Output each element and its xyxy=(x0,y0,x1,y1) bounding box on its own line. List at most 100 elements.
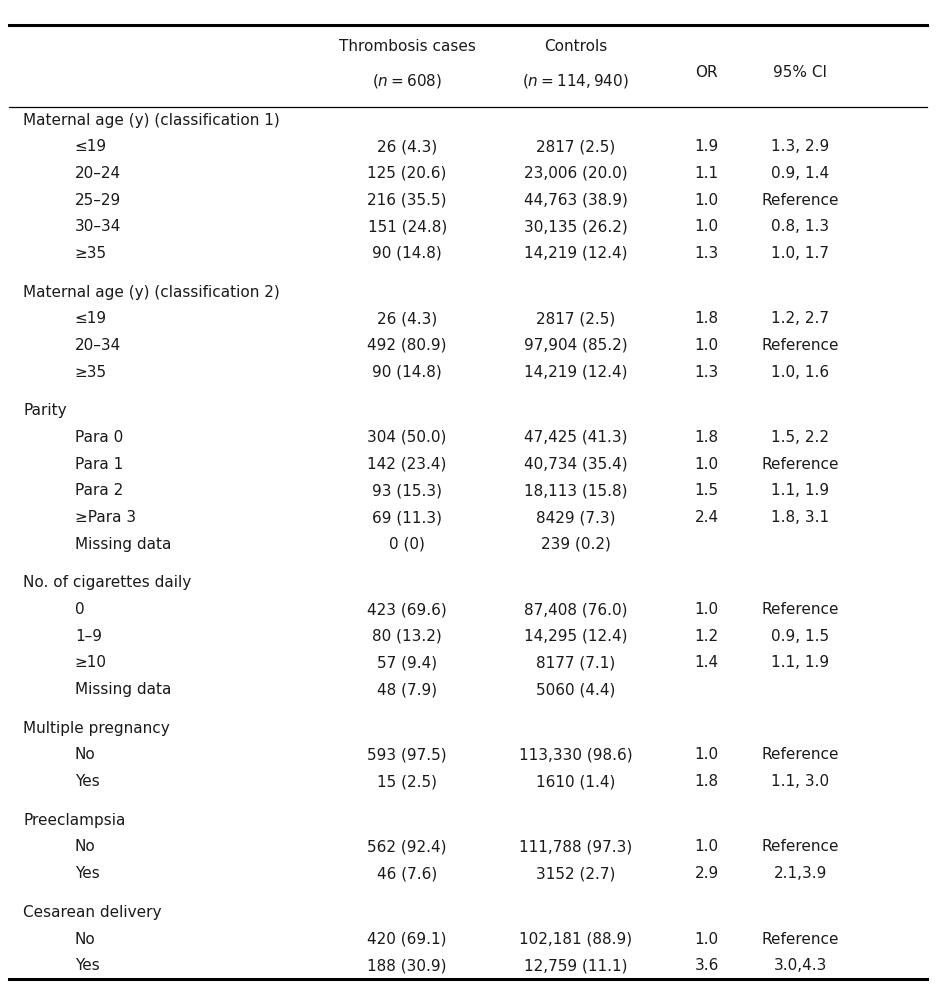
Text: OR: OR xyxy=(695,65,718,81)
Text: 1.0: 1.0 xyxy=(695,839,719,854)
Text: 1.8: 1.8 xyxy=(695,430,719,445)
Text: 420 (69.1): 420 (69.1) xyxy=(368,931,446,946)
Text: 26 (4.3): 26 (4.3) xyxy=(377,140,437,155)
Text: 423 (69.6): 423 (69.6) xyxy=(367,602,447,617)
Text: Controls: Controls xyxy=(544,39,607,55)
Text: 1.8, 3.1: 1.8, 3.1 xyxy=(771,510,829,525)
Text: 40,734 (35.4): 40,734 (35.4) xyxy=(524,457,627,472)
Text: 2.9: 2.9 xyxy=(695,866,719,881)
Text: 1.3, 2.9: 1.3, 2.9 xyxy=(771,140,829,155)
Text: 1.0, 1.6: 1.0, 1.6 xyxy=(771,365,829,380)
Text: 69 (11.3): 69 (11.3) xyxy=(373,510,442,525)
Text: Reference: Reference xyxy=(762,338,839,353)
Text: 93 (15.3): 93 (15.3) xyxy=(373,484,442,498)
Text: 8429 (7.3): 8429 (7.3) xyxy=(536,510,615,525)
Text: 14,219 (12.4): 14,219 (12.4) xyxy=(524,246,627,261)
Text: 90 (14.8): 90 (14.8) xyxy=(373,365,442,380)
Text: 304 (50.0): 304 (50.0) xyxy=(368,430,446,445)
Text: 1.4: 1.4 xyxy=(695,655,719,670)
Text: 14,219 (12.4): 14,219 (12.4) xyxy=(524,365,627,380)
Text: Cesarean delivery: Cesarean delivery xyxy=(23,905,162,920)
Text: 1.1, 1.9: 1.1, 1.9 xyxy=(771,484,829,498)
Text: 1610 (1.4): 1610 (1.4) xyxy=(536,774,615,790)
Text: 1.0: 1.0 xyxy=(695,748,719,763)
Text: ≥10: ≥10 xyxy=(75,655,107,670)
Text: ≥35: ≥35 xyxy=(75,246,107,261)
Text: Reference: Reference xyxy=(762,931,839,946)
Text: 1.9: 1.9 xyxy=(695,140,719,155)
Text: 1.1: 1.1 xyxy=(695,166,719,180)
Text: 2.1,3.9: 2.1,3.9 xyxy=(773,866,827,881)
Text: 3.6: 3.6 xyxy=(695,958,719,973)
Text: 0 (0): 0 (0) xyxy=(389,536,425,551)
Text: Missing data: Missing data xyxy=(75,682,171,697)
Text: 80 (13.2): 80 (13.2) xyxy=(373,629,442,644)
Text: 1.1, 3.0: 1.1, 3.0 xyxy=(771,774,829,790)
Text: Reference: Reference xyxy=(762,457,839,472)
Text: Reference: Reference xyxy=(762,602,839,617)
Text: 57 (9.4): 57 (9.4) xyxy=(377,655,437,670)
Text: $(n = 608)$: $(n = 608)$ xyxy=(373,72,442,90)
Text: Missing data: Missing data xyxy=(75,536,171,551)
Text: 1.2: 1.2 xyxy=(695,629,719,644)
Text: Multiple pregnancy: Multiple pregnancy xyxy=(23,721,170,736)
Text: 1.8: 1.8 xyxy=(695,774,719,790)
Text: 25–29: 25–29 xyxy=(75,192,121,207)
Text: Reference: Reference xyxy=(762,748,839,763)
Text: 1.1, 1.9: 1.1, 1.9 xyxy=(771,655,829,670)
Text: 3.0,4.3: 3.0,4.3 xyxy=(773,958,827,973)
Text: ≤19: ≤19 xyxy=(75,140,107,155)
Text: ≥Para 3: ≥Para 3 xyxy=(75,510,136,525)
Text: 1.0: 1.0 xyxy=(695,192,719,207)
Text: 239 (0.2): 239 (0.2) xyxy=(541,536,610,551)
Text: No: No xyxy=(75,839,95,854)
Text: 0.9, 1.4: 0.9, 1.4 xyxy=(771,166,829,180)
Text: 87,408 (76.0): 87,408 (76.0) xyxy=(524,602,627,617)
Text: 111,788 (97.3): 111,788 (97.3) xyxy=(519,839,632,854)
Text: 1.5, 2.2: 1.5, 2.2 xyxy=(771,430,829,445)
Text: Preeclampsia: Preeclampsia xyxy=(23,813,125,828)
Text: 113,330 (98.6): 113,330 (98.6) xyxy=(519,748,633,763)
Text: 1.5: 1.5 xyxy=(695,484,719,498)
Text: 1.2, 2.7: 1.2, 2.7 xyxy=(771,311,829,326)
Text: 0: 0 xyxy=(75,602,84,617)
Text: 20–24: 20–24 xyxy=(75,166,121,180)
Text: 23,006 (20.0): 23,006 (20.0) xyxy=(524,166,627,180)
Text: 44,763 (38.9): 44,763 (38.9) xyxy=(524,192,627,207)
Text: Para 2: Para 2 xyxy=(75,484,124,498)
Text: 2817 (2.5): 2817 (2.5) xyxy=(536,140,615,155)
Text: 1.0: 1.0 xyxy=(695,219,719,234)
Text: 0.8, 1.3: 0.8, 1.3 xyxy=(771,219,829,234)
Text: 97,904 (85.2): 97,904 (85.2) xyxy=(524,338,627,353)
Text: 26 (4.3): 26 (4.3) xyxy=(377,311,437,326)
Text: 216 (35.5): 216 (35.5) xyxy=(368,192,446,207)
Text: 5060 (4.4): 5060 (4.4) xyxy=(536,682,615,697)
Text: Maternal age (y) (classification 1): Maternal age (y) (classification 1) xyxy=(23,113,280,128)
Text: Reference: Reference xyxy=(762,192,839,207)
Text: $(n = 114,940)$: $(n = 114,940)$ xyxy=(522,72,629,90)
Text: 1.0, 1.7: 1.0, 1.7 xyxy=(771,246,829,261)
Text: 1.0: 1.0 xyxy=(695,602,719,617)
Text: 47,425 (41.3): 47,425 (41.3) xyxy=(524,430,627,445)
Text: 102,181 (88.9): 102,181 (88.9) xyxy=(519,931,632,946)
Text: 95% CI: 95% CI xyxy=(773,65,827,81)
Text: 30–34: 30–34 xyxy=(75,219,122,234)
Text: 14,295 (12.4): 14,295 (12.4) xyxy=(524,629,627,644)
Text: 1.0: 1.0 xyxy=(695,457,719,472)
Text: 492 (80.9): 492 (80.9) xyxy=(368,338,446,353)
Text: 46 (7.6): 46 (7.6) xyxy=(377,866,437,881)
Text: Thrombosis cases: Thrombosis cases xyxy=(339,39,475,55)
Text: 2.4: 2.4 xyxy=(695,510,719,525)
Text: 18,113 (15.8): 18,113 (15.8) xyxy=(524,484,627,498)
Text: 142 (23.4): 142 (23.4) xyxy=(368,457,446,472)
Text: 48 (7.9): 48 (7.9) xyxy=(377,682,437,697)
Text: Reference: Reference xyxy=(762,839,839,854)
Text: 0.9, 1.5: 0.9, 1.5 xyxy=(771,629,829,644)
Text: 15 (2.5): 15 (2.5) xyxy=(377,774,437,790)
Text: 2817 (2.5): 2817 (2.5) xyxy=(536,311,615,326)
Text: 1.0: 1.0 xyxy=(695,338,719,353)
Text: 151 (24.8): 151 (24.8) xyxy=(368,219,446,234)
Text: 20–34: 20–34 xyxy=(75,338,121,353)
Text: Parity: Parity xyxy=(23,404,67,419)
Text: No: No xyxy=(75,748,95,763)
